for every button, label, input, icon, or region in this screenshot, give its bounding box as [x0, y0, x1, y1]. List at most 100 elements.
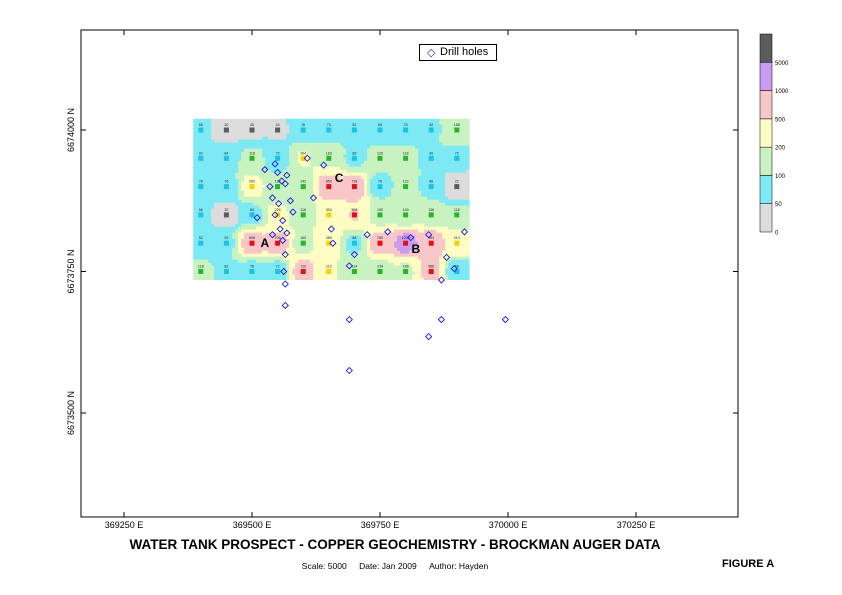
drill-hole-marker [266, 182, 274, 191]
contour-cell [442, 250, 470, 255]
x-tick-label: 369750 E [361, 520, 400, 530]
sample-value-label: 160 [300, 236, 306, 240]
contour-cell [211, 220, 239, 225]
contour-cell [367, 178, 371, 183]
contour-cell [211, 133, 287, 138]
contour-cell [286, 205, 317, 210]
contour-cell [370, 235, 398, 240]
drill-hole-marker [345, 366, 353, 375]
colorbar-swatch [759, 90, 773, 120]
sample-value-label: 84 [250, 208, 254, 212]
contour-cell [394, 181, 419, 186]
drill-hole-marker [345, 262, 353, 270]
contour-cell [232, 235, 239, 240]
sample-value-label: 69 [378, 123, 382, 127]
contour-cell [349, 163, 362, 168]
sample-value-label: 114 [352, 265, 358, 269]
sample-value-label: 126 [377, 151, 383, 155]
sample-marker [351, 155, 357, 161]
colorbar-swatch [759, 146, 773, 176]
contour-cell [313, 181, 320, 186]
sample-marker [249, 127, 255, 133]
contour-cell [262, 136, 269, 141]
contour-cell [289, 265, 296, 270]
contour-cell [238, 232, 245, 237]
drill-hole-marker [271, 211, 279, 219]
contour-cell [262, 187, 314, 192]
plot-frame [80, 29, 739, 518]
contour-cell [193, 205, 215, 210]
contour-cell [289, 145, 344, 150]
contour-cell [238, 247, 245, 252]
contour-cell [193, 118, 212, 123]
contour-cell [367, 190, 371, 195]
contour-cell [346, 157, 368, 162]
sample-marker [428, 212, 434, 218]
contour-cell [313, 244, 341, 249]
contour-cell [238, 178, 245, 183]
sample-marker [300, 269, 306, 274]
contour-cell [445, 238, 470, 243]
contour-cell [370, 202, 446, 207]
contour-cell [346, 148, 368, 153]
contour-cell [286, 208, 317, 213]
sample-marker [377, 212, 383, 218]
contour-cell [244, 193, 263, 198]
sample-value-label: 56 [199, 208, 203, 212]
contour-cell [343, 175, 362, 180]
drill-hole-marker [450, 265, 458, 273]
contour-cell [319, 178, 365, 183]
contour-cell [235, 223, 242, 228]
sample-value-label: 92 [429, 123, 433, 127]
contour-cell [397, 235, 416, 240]
sample-marker [300, 212, 306, 218]
contour-cell [193, 220, 212, 225]
contour-cell [289, 241, 293, 246]
contour-cell [238, 184, 242, 189]
sample-marker [223, 155, 229, 161]
sample-marker [403, 269, 409, 274]
colorbar-label: 100 [775, 174, 786, 180]
sample-value-label: 44 [276, 123, 280, 127]
contour-cell [289, 124, 443, 129]
contour-cell [319, 175, 341, 180]
contour-cell [286, 118, 440, 123]
drill-hole-marker [281, 250, 289, 259]
contour-cell [286, 232, 296, 237]
contour-cell [370, 217, 470, 222]
contour-cell [193, 277, 215, 280]
colorbar-swatch [759, 33, 773, 63]
chart-title: WATER TANK PROSPECT - COPPER GEOCHEMISTR… [129, 537, 661, 552]
contour-cell [253, 202, 275, 207]
sample-value-label: 72 [455, 151, 459, 155]
contour-cell [238, 235, 245, 240]
contour-cell [358, 211, 371, 216]
sample-value-label: 88 [352, 236, 356, 240]
contour-cell [340, 247, 347, 252]
sample-value-label: 52 [352, 123, 356, 127]
contour-cell [385, 196, 428, 201]
contour-cell [403, 232, 410, 237]
contour-cell [313, 265, 338, 270]
contour-cell [268, 217, 290, 222]
contour-cell [448, 262, 470, 267]
contour-cell [244, 175, 260, 180]
sample-value-label: 92 [224, 236, 228, 240]
sample-value-label: 92 [199, 151, 203, 155]
contour-cell [370, 238, 398, 243]
contour-cell [313, 199, 347, 204]
contour-cell [292, 238, 314, 243]
contour-cell [232, 232, 239, 237]
colorbar-label: 1000 [775, 89, 789, 95]
contour-cell [238, 139, 440, 144]
contour-cell [439, 268, 446, 273]
contour-cell [298, 151, 308, 156]
contour-cell [316, 223, 377, 228]
colorbar-label: 500 [775, 117, 786, 123]
contour-cell [265, 232, 287, 237]
author-label: Author: Hayden [429, 561, 489, 571]
contour-cell [343, 145, 371, 150]
sample-marker [403, 127, 409, 133]
contour-cell [193, 190, 239, 195]
